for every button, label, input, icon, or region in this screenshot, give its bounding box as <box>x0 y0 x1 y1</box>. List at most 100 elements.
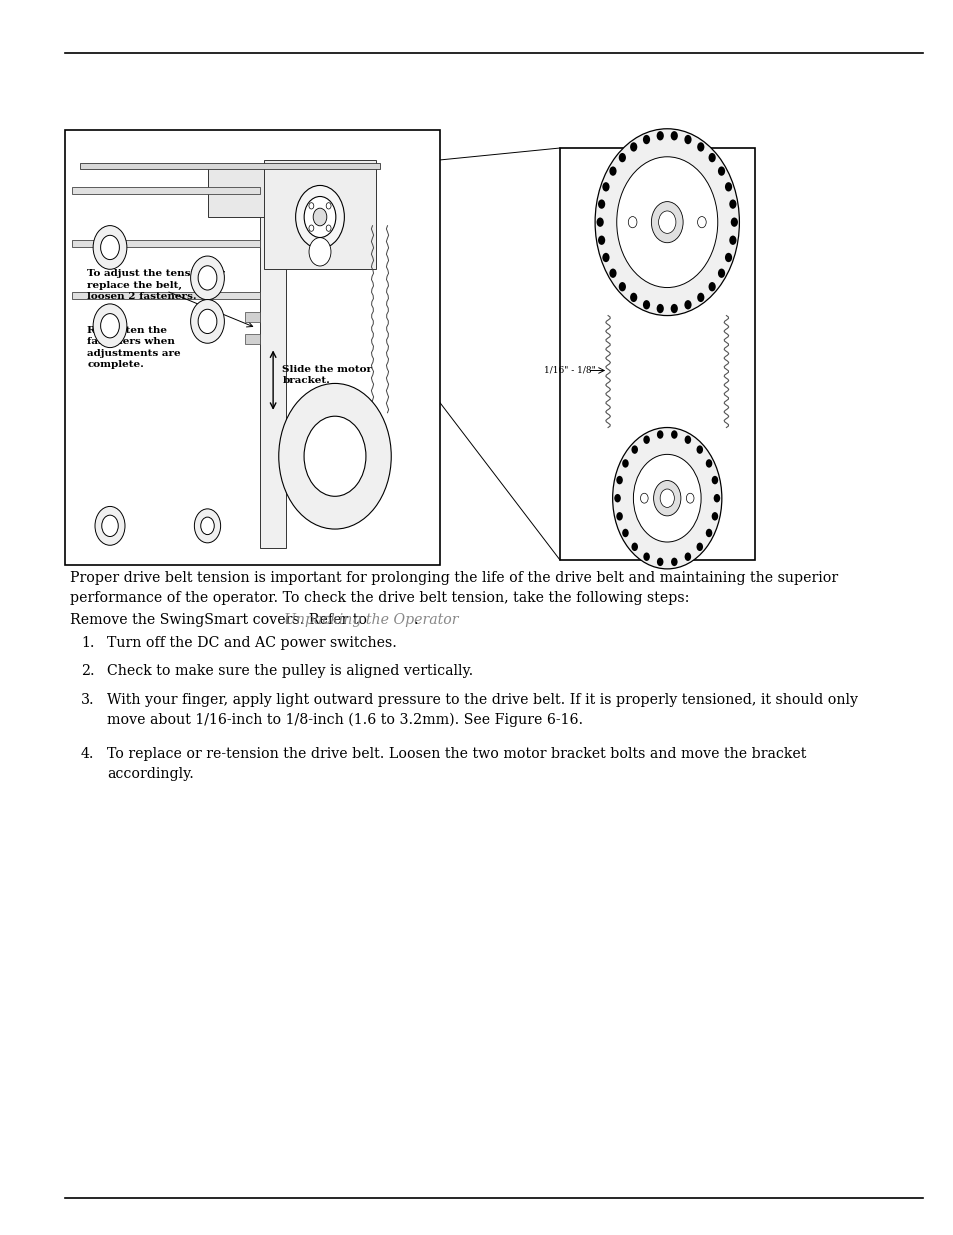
Circle shape <box>642 135 649 144</box>
Text: 2.: 2. <box>81 664 94 678</box>
Text: Retighten the
fasteners when
adjustments are
complete.: Retighten the fasteners when adjustments… <box>88 326 181 369</box>
Text: Proper drive belt tension is important for prolonging the life of the drive belt: Proper drive belt tension is important f… <box>70 571 837 605</box>
Text: 1/16" - 1/8": 1/16" - 1/8" <box>544 366 596 375</box>
Circle shape <box>200 517 214 535</box>
Circle shape <box>696 542 702 551</box>
Circle shape <box>601 253 609 262</box>
Text: Turn off the DC and AC power switches.: Turn off the DC and AC power switches. <box>107 636 396 650</box>
Circle shape <box>596 217 603 227</box>
Circle shape <box>651 201 682 243</box>
Circle shape <box>697 142 703 152</box>
Circle shape <box>93 304 127 347</box>
Bar <box>72 188 260 194</box>
Circle shape <box>295 185 344 248</box>
Circle shape <box>191 300 224 343</box>
Circle shape <box>724 253 731 262</box>
Circle shape <box>696 446 702 453</box>
Circle shape <box>628 216 637 227</box>
Circle shape <box>639 493 647 503</box>
Bar <box>245 311 260 322</box>
Bar <box>260 164 286 547</box>
Circle shape <box>629 293 637 303</box>
Bar <box>559 148 754 559</box>
Circle shape <box>326 225 331 231</box>
Bar <box>263 161 375 269</box>
Circle shape <box>614 494 620 503</box>
Circle shape <box>658 211 675 233</box>
Circle shape <box>304 416 366 496</box>
Circle shape <box>670 558 677 566</box>
Circle shape <box>670 430 677 438</box>
Circle shape <box>670 131 678 141</box>
Circle shape <box>683 135 691 144</box>
Circle shape <box>631 542 638 551</box>
Circle shape <box>631 446 638 453</box>
Bar <box>72 240 260 247</box>
Circle shape <box>657 430 662 438</box>
Circle shape <box>93 226 127 269</box>
Circle shape <box>309 203 314 209</box>
Text: Unpacking the Operator: Unpacking the Operator <box>283 613 457 626</box>
Circle shape <box>616 157 717 288</box>
Text: Slide the motor
bracket.: Slide the motor bracket. <box>282 364 372 385</box>
Circle shape <box>657 558 662 566</box>
Bar <box>208 164 338 217</box>
Circle shape <box>100 314 119 338</box>
Circle shape <box>633 454 700 542</box>
Text: 1.: 1. <box>81 636 94 650</box>
Circle shape <box>653 480 680 516</box>
Text: With your finger, apply light outward pressure to the drive belt. If it is prope: With your finger, apply light outward pr… <box>107 693 857 727</box>
Text: Check to make sure the pulley is aligned vertically.: Check to make sure the pulley is aligned… <box>107 664 473 678</box>
Circle shape <box>705 459 712 468</box>
Bar <box>80 163 379 169</box>
Circle shape <box>95 506 125 546</box>
Circle shape <box>309 225 314 231</box>
Circle shape <box>278 383 391 529</box>
Circle shape <box>730 217 738 227</box>
Circle shape <box>708 153 715 162</box>
Circle shape <box>598 199 604 209</box>
Circle shape <box>724 182 731 191</box>
Circle shape <box>326 203 331 209</box>
Circle shape <box>313 209 327 226</box>
Circle shape <box>621 529 628 537</box>
Text: To adjust the tension or
replace the belt,
loosen 2 fasteners.: To adjust the tension or replace the bel… <box>88 269 225 301</box>
Circle shape <box>598 236 604 245</box>
Circle shape <box>191 256 224 300</box>
Circle shape <box>728 236 736 245</box>
Text: To replace or re-tension the drive belt. Loosen the two motor bracket bolts and : To replace or re-tension the drive belt.… <box>107 747 805 782</box>
Circle shape <box>595 128 739 316</box>
Text: 3.: 3. <box>81 693 94 706</box>
Circle shape <box>616 475 622 484</box>
Circle shape <box>713 494 720 503</box>
Circle shape <box>697 216 705 227</box>
Circle shape <box>198 266 216 290</box>
Circle shape <box>683 300 691 310</box>
Circle shape <box>697 293 703 303</box>
Circle shape <box>612 427 721 569</box>
Circle shape <box>100 236 119 259</box>
Circle shape <box>711 513 718 521</box>
Circle shape <box>656 304 663 314</box>
Circle shape <box>642 436 649 443</box>
Circle shape <box>718 167 724 175</box>
Circle shape <box>304 196 335 237</box>
Circle shape <box>609 268 616 278</box>
Circle shape <box>194 509 220 543</box>
Circle shape <box>684 436 690 443</box>
Circle shape <box>601 182 609 191</box>
Circle shape <box>685 493 693 503</box>
Text: Remove the SwingSmart covers. Refer to: Remove the SwingSmart covers. Refer to <box>70 613 371 626</box>
Circle shape <box>102 515 118 536</box>
Circle shape <box>618 153 625 162</box>
Circle shape <box>642 552 649 561</box>
Circle shape <box>705 529 712 537</box>
Text: .: . <box>414 613 417 626</box>
Bar <box>65 130 439 564</box>
Bar <box>72 291 260 299</box>
Circle shape <box>656 131 663 141</box>
Circle shape <box>309 237 331 266</box>
Circle shape <box>618 282 625 291</box>
Circle shape <box>616 513 622 521</box>
Circle shape <box>728 199 736 209</box>
